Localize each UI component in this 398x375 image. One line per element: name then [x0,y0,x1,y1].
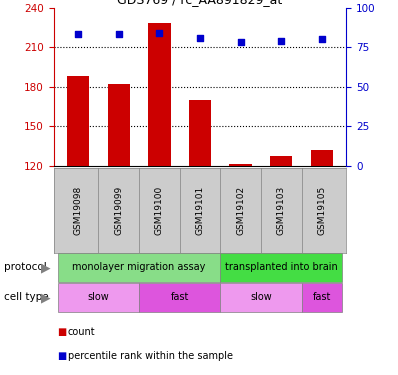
Bar [230,164,252,166]
Text: ■: ■ [57,351,66,361]
Bar [67,76,89,166]
Point [156,30,162,36]
Text: cell type: cell type [4,292,49,303]
Text: ▶: ▶ [41,291,51,304]
Bar [220,253,342,282]
Text: count: count [68,327,95,337]
Text: transplanted into brain: transplanted into brain [225,262,338,273]
Text: fast: fast [170,292,189,303]
Text: slow: slow [88,292,109,303]
Point [197,34,203,40]
Text: ▶: ▶ [41,261,51,274]
Bar [220,283,302,312]
Bar [107,84,130,166]
Bar [139,283,220,312]
Text: GSM19100: GSM19100 [155,185,164,235]
Text: monolayer migration assay: monolayer migration assay [72,262,206,273]
Text: slow: slow [250,292,272,303]
Text: percentile rank within the sample: percentile rank within the sample [68,351,233,361]
Text: ■: ■ [57,327,66,337]
Bar [58,253,220,282]
Text: GSM19101: GSM19101 [195,185,205,235]
Point [238,39,244,45]
Point [319,36,325,42]
Text: GSM19102: GSM19102 [236,186,245,235]
Point [278,38,285,44]
Bar [189,100,211,166]
Text: GSM19099: GSM19099 [114,185,123,235]
Text: GSM19103: GSM19103 [277,185,286,235]
Bar [270,156,293,166]
Text: GSM19105: GSM19105 [317,185,326,235]
Bar [302,283,342,312]
Text: fast: fast [313,292,331,303]
Text: protocol: protocol [4,262,47,273]
Point [75,32,81,38]
Point [115,32,122,38]
Title: GDS769 / rc_AA891829_at: GDS769 / rc_AA891829_at [117,0,283,6]
Bar [58,283,139,312]
Bar [148,23,170,166]
Text: GSM19098: GSM19098 [74,185,83,235]
Bar [311,150,333,166]
